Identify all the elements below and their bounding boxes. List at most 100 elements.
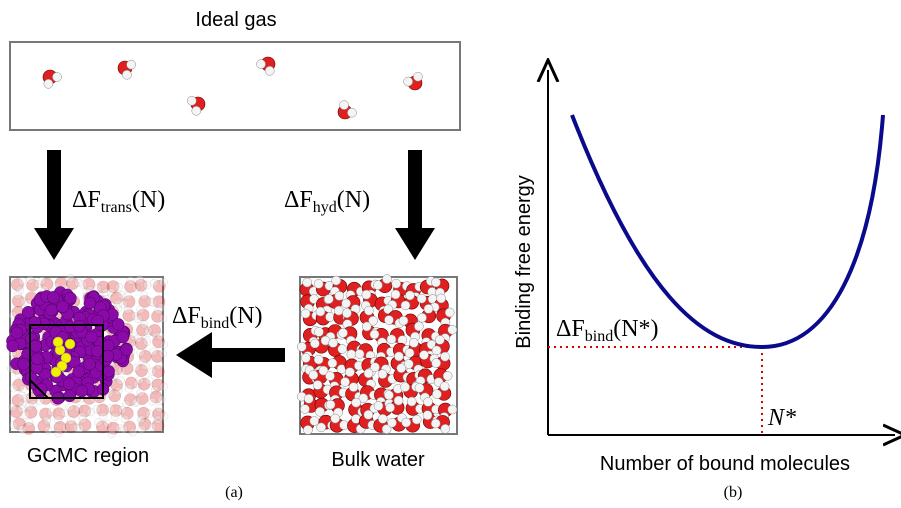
- hydrogen: [345, 367, 355, 377]
- oxygen: [22, 422, 35, 435]
- oxygen: [138, 350, 152, 363]
- protein-atom: [30, 352, 44, 366]
- protein-atom: [62, 377, 76, 391]
- hydrogen: [373, 401, 384, 411]
- hydrogen: [136, 415, 145, 425]
- hydrogen: [21, 410, 30, 419]
- hydrogen: [409, 338, 419, 348]
- hydrogen: [419, 350, 429, 360]
- hydrogen: [340, 377, 350, 387]
- oxygen: [134, 278, 148, 292]
- energy-curve: [570, 114, 885, 350]
- hydrogen: [138, 357, 147, 366]
- hydrogen: [310, 338, 320, 349]
- hydrogen: [123, 305, 133, 314]
- oxygen: [12, 294, 25, 308]
- hydrogen: [363, 409, 374, 420]
- hydrogen: [377, 414, 388, 424]
- hydrogen: [146, 297, 155, 307]
- hydrogen: [136, 348, 145, 357]
- argument: (N): [337, 187, 370, 213]
- protein-atom: [10, 326, 24, 340]
- hydrogen: [94, 418, 103, 427]
- hydrogen: [404, 348, 415, 358]
- bulk-label: Bulk water: [331, 449, 425, 471]
- oxygen: [123, 420, 136, 434]
- hydrogen: [18, 276, 27, 286]
- hydrogen: [103, 419, 112, 429]
- hydrogen: [140, 320, 149, 329]
- protein-atom: [64, 291, 77, 305]
- hydrogen: [384, 315, 394, 325]
- subscript: trans: [101, 199, 132, 216]
- oxygen: [11, 278, 24, 291]
- hydrogen: [401, 417, 412, 428]
- hydrogen: [131, 398, 140, 407]
- hydrogen: [403, 76, 413, 87]
- hydrogen: [440, 351, 450, 362]
- hydrogen: [61, 423, 71, 432]
- oxygen: [12, 417, 26, 431]
- hydrogen: [145, 409, 154, 418]
- oxygen: [110, 291, 123, 305]
- hydrogen: [300, 353, 311, 363]
- hydrogen: [92, 404, 101, 414]
- hydrogen: [347, 107, 357, 118]
- hydrogen: [19, 384, 28, 394]
- hydrogen: [130, 311, 139, 321]
- hydrogen: [308, 370, 319, 380]
- hydrogen: [78, 415, 87, 424]
- hydrogen: [377, 369, 388, 379]
- hydrogen: [300, 404, 310, 414]
- oxygen: [151, 419, 165, 432]
- hydrogen: [115, 423, 124, 433]
- hydrogen: [17, 404, 26, 413]
- hydrogen: [139, 291, 149, 300]
- hydrogen: [129, 332, 139, 341]
- hydrogen: [8, 403, 17, 412]
- hydrogen: [406, 396, 417, 407]
- hydrogen: [137, 414, 146, 424]
- oxygen: [78, 418, 92, 432]
- bind-label: ΔFbind(N): [172, 303, 263, 332]
- hydrogen: [124, 384, 134, 393]
- protein-atom: [47, 291, 60, 304]
- hydrogen: [128, 428, 137, 437]
- oxygen: [120, 407, 134, 420]
- arrow-down-right: [395, 150, 435, 260]
- hydrogen: [330, 413, 341, 424]
- oxygen: [138, 295, 152, 308]
- ideal-gas-label: Ideal gas: [195, 9, 276, 31]
- protein-atom: [72, 365, 85, 378]
- hydrogen: [135, 375, 144, 385]
- hydrogen: [52, 72, 62, 82]
- hydrogen: [116, 376, 125, 385]
- hydrogen: [435, 335, 445, 345]
- oxygen: [96, 420, 109, 434]
- hydrogen: [327, 358, 338, 368]
- hydrogen: [325, 399, 336, 410]
- oxygen: [12, 378, 26, 392]
- hydrogen: [430, 418, 441, 429]
- hydrogen: [370, 362, 380, 372]
- hydrogen: [423, 397, 433, 407]
- hydrogen: [78, 280, 88, 289]
- hydrogen: [123, 291, 132, 300]
- protein-atom: [75, 384, 88, 398]
- hydrogen: [147, 422, 157, 432]
- hydrogen: [60, 408, 69, 418]
- protein-atom: [112, 318, 125, 331]
- hydrogen: [126, 59, 136, 70]
- hydrogen: [432, 389, 442, 399]
- hydrogen: [334, 291, 345, 301]
- ligand-atom: [64, 338, 76, 350]
- argument: (N*): [613, 316, 658, 342]
- hydrogen: [150, 385, 160, 395]
- hydrogen: [303, 425, 313, 435]
- hydrogen: [300, 308, 311, 319]
- hydrogen: [119, 424, 129, 434]
- hydrogen: [302, 277, 312, 288]
- hydrogen: [156, 331, 165, 341]
- hydrogen: [25, 418, 34, 427]
- protein-atom: [102, 364, 115, 378]
